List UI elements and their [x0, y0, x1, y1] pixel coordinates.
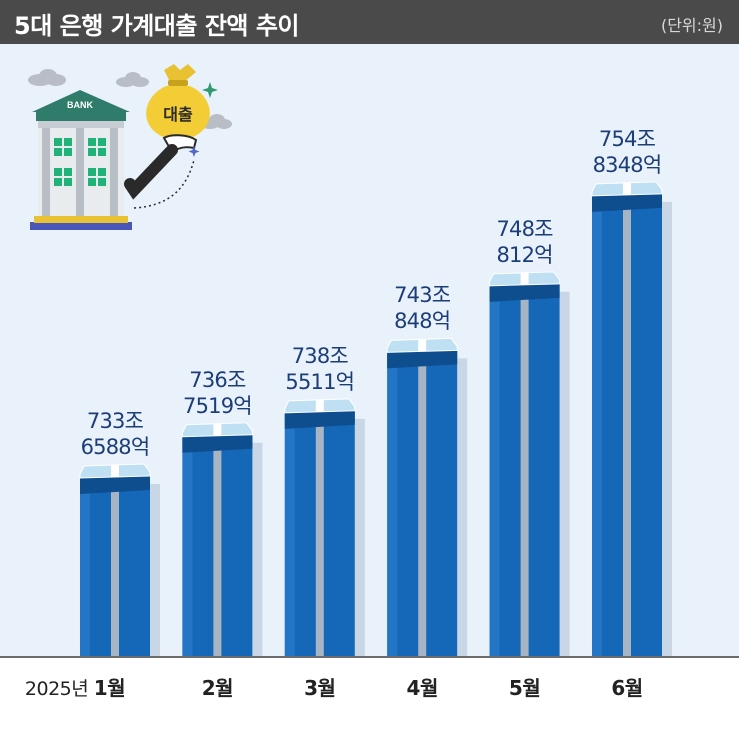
x-axis-baseline	[0, 656, 739, 658]
bar-6	[591, 181, 672, 656]
bar-data-label: 736조 7519억	[183, 367, 253, 419]
bar-data-label: 743조 848억	[394, 282, 451, 334]
x-axis-month: 4월	[406, 676, 439, 700]
data-label-jo: 733조	[86, 409, 144, 433]
cloud-icon	[116, 72, 149, 87]
data-label-jo: 748조	[496, 216, 553, 241]
bar-data-label: 748조 812억	[496, 216, 553, 268]
title-bar: 5대 은행 가계대출 잔액 추이 (단위:원)	[0, 0, 739, 44]
data-label-eok: 812억	[496, 242, 553, 267]
x-tick-label: 2월	[201, 672, 234, 701]
data-label-jo: 743조	[394, 283, 451, 308]
sparkle-icon	[202, 82, 218, 98]
sparkle-icon	[188, 146, 200, 157]
bar-4	[386, 337, 468, 656]
x-axis-month: 6월	[611, 676, 643, 700]
x-tick-label: 2025년 1월	[24, 672, 126, 701]
x-axis-month: 5월	[508, 676, 541, 700]
x-axis-year-label: 2025년	[24, 678, 94, 700]
unit-label: (단위:원)	[660, 16, 723, 35]
bank-illustration: BANK 대출	[28, 64, 232, 230]
bar-data-label: 733조 6588억	[80, 408, 151, 460]
x-axis-month: 2월	[201, 676, 234, 700]
bank-sign: BANK	[67, 100, 93, 110]
data-label-eok: 5511억	[285, 369, 355, 394]
x-tick-label: 5월	[508, 672, 541, 701]
x-tick-label: 4월	[406, 672, 439, 701]
bar-2	[181, 422, 263, 656]
data-label-eok: 7519억	[183, 393, 253, 418]
bar-data-label: 738조 5511억	[285, 343, 355, 395]
x-axis-month: 3월	[304, 676, 336, 700]
data-label-eok: 848억	[394, 309, 451, 334]
x-axis-month: 1월	[93, 676, 126, 700]
data-label-eok: 6588억	[80, 435, 151, 459]
bar-5	[489, 271, 570, 656]
money-bag-icon: 대출	[146, 64, 210, 140]
bar-3	[284, 398, 365, 656]
x-axis-band	[0, 657, 739, 741]
bag-text: 대출	[163, 105, 193, 124]
bank-building-icon: BANK	[30, 90, 132, 230]
chart-title: 5대 은행 가계대출 잔액 추이	[14, 12, 300, 40]
data-label-jo: 738조	[291, 343, 349, 368]
x-tick-label: 6월	[611, 672, 643, 701]
data-label-eok: 8348억	[592, 152, 663, 177]
x-tick-label: 3월	[304, 672, 336, 701]
data-label-jo: 754조	[598, 126, 656, 151]
cloud-icon	[28, 69, 66, 86]
bar-data-label: 754조 8348억	[592, 126, 663, 178]
bar-1	[79, 463, 160, 656]
data-label-jo: 736조	[189, 367, 246, 392]
